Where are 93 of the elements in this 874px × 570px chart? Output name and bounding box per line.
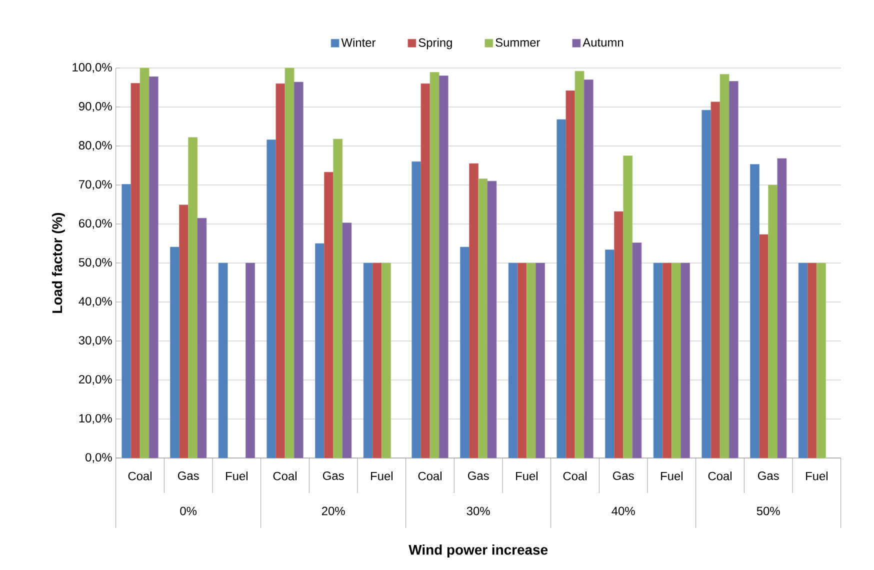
bar: [816, 262, 826, 458]
bar: [653, 262, 663, 458]
x-tick-label: Gas: [322, 472, 344, 480]
bar: [140, 68, 150, 458]
bar: [750, 164, 760, 458]
bar: [720, 74, 730, 458]
bar: [246, 262, 255, 458]
bar: [662, 262, 672, 458]
x-tick-label: Gas: [612, 472, 634, 480]
text: 50%: [756, 506, 780, 516]
bar: [412, 161, 422, 458]
x-tick-label: Fuel: [806, 472, 828, 480]
x-tick-label: Fuel: [226, 472, 248, 480]
bar: [807, 262, 817, 458]
x-tick-label: Coal: [273, 472, 296, 480]
text: 30%: [466, 506, 490, 516]
bar: [777, 158, 787, 458]
bar: [728, 81, 738, 458]
bar: [218, 262, 228, 458]
bar: [487, 180, 497, 458]
bar: [536, 262, 545, 458]
bar: [342, 222, 352, 458]
bar: [680, 262, 690, 458]
bar: [188, 137, 198, 458]
bar: [574, 70, 584, 458]
text: 0%: [180, 506, 197, 516]
bar: [460, 246, 470, 458]
bar: [526, 262, 536, 458]
bar: [333, 138, 343, 458]
y-tick-label: 90,0%: [78, 102, 112, 112]
bar: [759, 234, 769, 458]
bar: [614, 211, 624, 458]
bar: [122, 184, 132, 458]
y-tick-label: 80,0%: [78, 141, 112, 151]
y-tick-label: 0,0%: [86, 453, 112, 463]
bar: [438, 76, 448, 458]
bar: [517, 262, 527, 458]
x-axis-title: Wind power increase: [408, 544, 548, 558]
x-tick-label: Gas: [758, 472, 779, 480]
bar: [430, 72, 440, 458]
y-tick-label: 70,0%: [79, 180, 112, 190]
bar: [632, 242, 642, 458]
x-tick-label: Fuel: [371, 472, 392, 480]
bar: [130, 83, 140, 458]
x-tick-label: Gas: [178, 472, 199, 480]
y-tick-label: 30,0%: [78, 336, 112, 346]
bar: [266, 140, 276, 458]
bar: [170, 246, 180, 458]
bar: [372, 262, 382, 458]
y-tick-label: 40,0%: [78, 297, 112, 307]
x-tick-label: Fuel: [516, 472, 538, 480]
y-tick-label: 50,0%: [78, 258, 112, 268]
bar: [381, 262, 391, 458]
legend-label: Spring: [418, 38, 452, 50]
x-tick-label: Fuel: [661, 472, 683, 480]
legend-label: Autumn: [582, 38, 624, 47]
bar: [148, 76, 158, 458]
bar: [584, 79, 594, 458]
bar: [363, 262, 373, 458]
x-tick-label: Coal: [708, 472, 732, 480]
x-tick-label: Coal: [563, 472, 586, 480]
x-tick-label: Gas: [468, 472, 489, 480]
x-tick-label: Coal: [128, 472, 152, 480]
bar: [798, 262, 808, 458]
y-axis-title: Load factor (%): [52, 212, 65, 313]
bar: [276, 83, 286, 458]
y-tick-label: 20,0%: [79, 375, 112, 385]
bar: [315, 243, 324, 458]
bar: [605, 250, 614, 458]
bar: [420, 83, 430, 458]
bar: [284, 68, 294, 458]
bar: [508, 262, 518, 458]
bar: [768, 184, 778, 458]
legend-label: Summer: [496, 38, 540, 47]
bar: [469, 163, 479, 458]
bar: [179, 204, 189, 458]
text: 40%: [612, 506, 635, 516]
bar: [710, 102, 720, 458]
x-tick-label: Coal: [418, 472, 442, 480]
y-tick-label: 60,0%: [79, 219, 112, 229]
bar: [556, 119, 566, 458]
bar: [478, 178, 488, 458]
bar: [324, 172, 334, 458]
y-tick-label: 100,0%: [72, 63, 112, 73]
bar: [566, 90, 576, 458]
legend-label: Winter: [341, 38, 376, 47]
bar: [671, 262, 681, 458]
bar: [623, 156, 633, 458]
text: 20%: [322, 506, 345, 516]
bar: [294, 82, 304, 458]
y-tick-label: 10,0%: [79, 414, 112, 424]
bar: [197, 218, 207, 458]
bar: [702, 110, 712, 458]
